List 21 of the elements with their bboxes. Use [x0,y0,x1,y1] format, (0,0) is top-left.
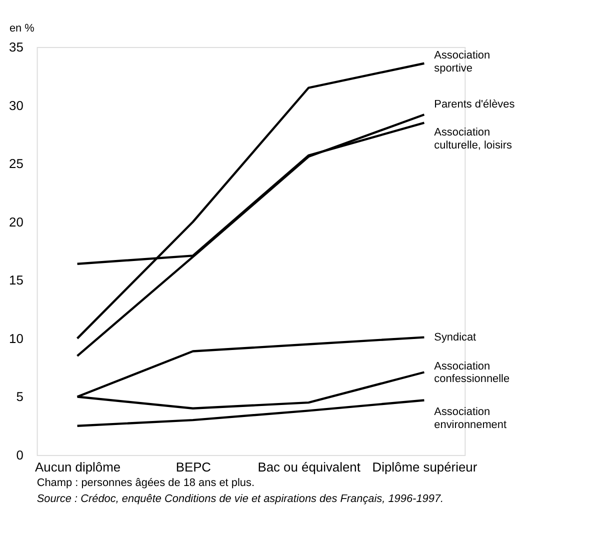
y-tick-label: 20 [9,214,24,230]
y-tick-label: 30 [9,98,24,113]
y-tick-label: 35 [9,40,24,55]
x-tick-label: Bac ou équivalent [258,459,361,474]
series-label: Syndicat [434,331,476,344]
y-tick-label: 15 [9,272,24,288]
y-tick-label: 5 [16,389,24,404]
series-label: Association environnement [434,406,507,432]
text: Champ : personnes âgées de 18 ans et plus. [36,476,255,489]
y-tick-label: 10 [9,330,24,346]
series-label: Association confessionnelle [434,360,510,386]
x-tick-label: Aucun diplôme [35,459,121,474]
y-tick-label: 0 [16,447,24,462]
series-label: Association sportive [434,49,490,74]
x-tick-label: BEPC [176,459,212,474]
x-tick-label: Diplôme supérieur [372,459,478,474]
source-note: Source : Crédoc, enquête Conditions de vie et aspirations des Français, 1996-1997. [36,492,444,505]
series-label: Parents d'élèves [434,98,516,111]
series-label: Association culturelle, loisirs [434,126,512,152]
y-axis-title: en % [9,22,35,35]
y-tick-label: 25 [9,156,24,172]
